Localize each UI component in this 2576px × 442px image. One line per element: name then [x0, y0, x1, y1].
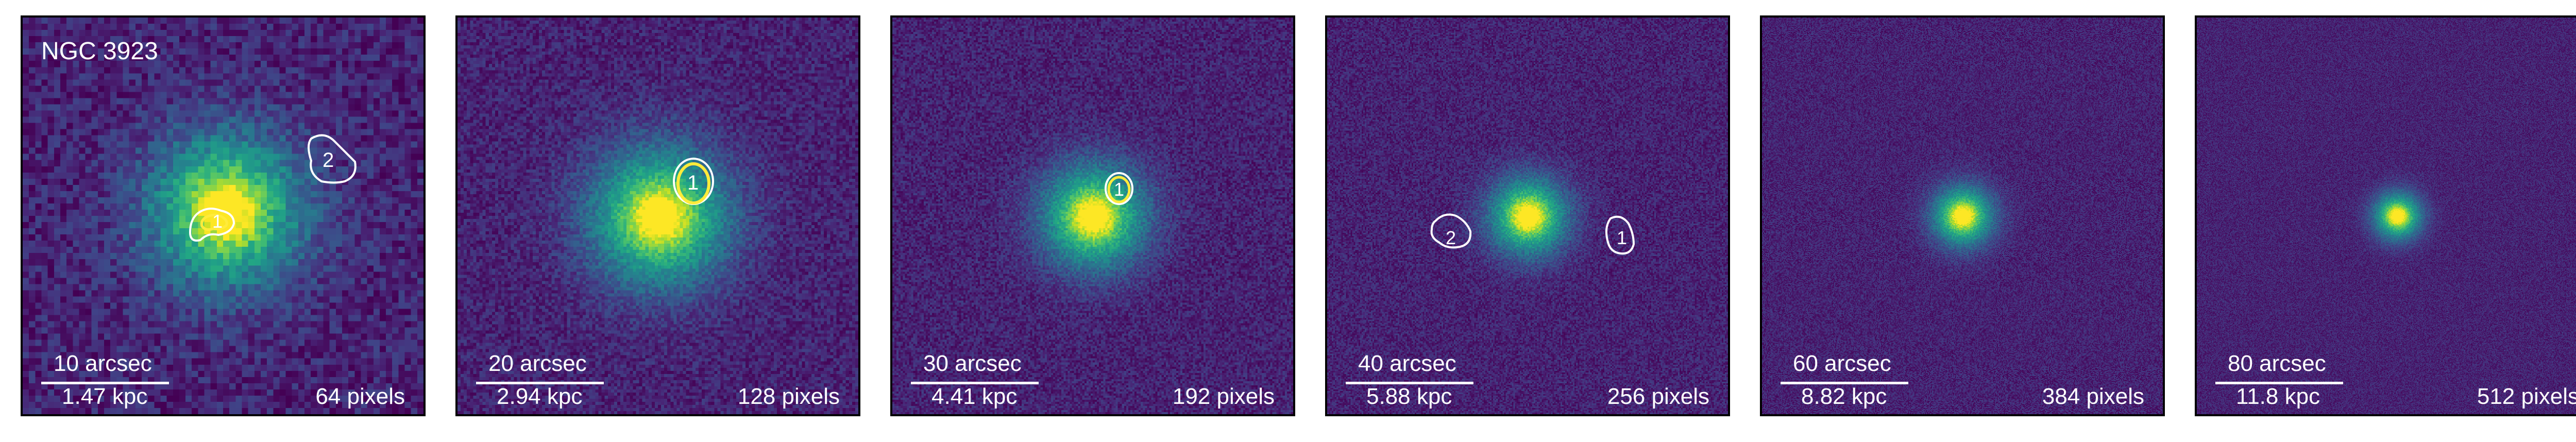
scale-kpc: 2.94 kpc [497, 384, 583, 409]
contour-region-1-inner [676, 162, 710, 205]
pixel-count: 64 pixels [315, 384, 405, 409]
scale-arcsec: 60 arcsec [1793, 351, 1891, 376]
scale-bar [911, 382, 1039, 384]
contours-panel-3: 1 [1105, 172, 1133, 205]
scale-arcsec: 80 arcsec [2228, 351, 2326, 376]
scale-bar [2215, 382, 2343, 384]
scale-arcsec: 40 arcsec [1358, 351, 1456, 376]
contour-region-1 [1605, 215, 1635, 255]
xray-image-panel-1 [23, 18, 423, 414]
pixel-count: 512 pixels [2477, 384, 2576, 409]
scale-kpc: 5.88 kpc [1366, 384, 1452, 409]
pixel-count: 192 pixels [1172, 384, 1275, 409]
scale-kpc: 11.8 kpc [2236, 384, 2320, 409]
image-panel-1: 2 1 NGC 3923 10 arcsec 1.47 kpc 64 pixel… [21, 15, 426, 416]
scale-bar [41, 382, 169, 384]
contour-region-1-inner [200, 213, 228, 231]
contours-panel-4: 2 1 [1430, 213, 1635, 255]
contour-region-1-inner [1107, 176, 1131, 203]
xray-image-panel-3 [892, 18, 1293, 414]
scale-bar [1346, 382, 1473, 384]
pixel-count: 256 pixels [1607, 384, 1709, 409]
scale-bar [476, 382, 604, 384]
scale-kpc: 1.47 kpc [62, 384, 148, 409]
scale-kpc: 8.82 kpc [1801, 384, 1887, 409]
image-panel-4: 2 1 40 arcsec 5.88 kpc 256 pixels [1325, 15, 1730, 416]
xray-image-panel-2 [457, 18, 858, 414]
xray-image-panel-5 [1762, 18, 2163, 414]
image-panel-3: 1 30 arcsec 4.41 kpc 192 pixels [890, 15, 1295, 416]
pixel-count: 128 pixels [737, 384, 840, 409]
contour-region-2 [308, 134, 357, 184]
contour-label-1: 1 [212, 211, 223, 232]
scale-arcsec: 10 arcsec [54, 351, 152, 376]
contour-label-1: 1 [687, 172, 699, 194]
xray-image-panel-4 [1327, 18, 1728, 414]
contour-region-2 [1430, 213, 1472, 249]
galaxy-name: NGC 3923 [41, 38, 158, 65]
contour-label-2: 2 [1446, 227, 1456, 248]
image-panel-2: 1 20 arcsec 2.94 kpc 128 pixels [455, 15, 860, 416]
contour-label-1: 1 [1617, 227, 1627, 248]
scale-kpc: 4.41 kpc [931, 384, 1018, 409]
scale-arcsec: 30 arcsec [923, 351, 1022, 376]
image-panel-5: 60 arcsec 8.82 kpc 384 pixels [1760, 15, 2165, 416]
xray-image-panel-6 [2197, 18, 2576, 414]
contour-region-1 [1105, 172, 1133, 205]
contours-panel-1: 2 1 [189, 134, 357, 242]
contour-label-1: 1 [1114, 179, 1124, 200]
contours-panel-2: 1 [673, 158, 714, 205]
image-panel-6: 80 arcsec 11.8 kpc 512 pixels [2195, 15, 2576, 416]
scale-arcsec: 20 arcsec [488, 351, 587, 376]
pixel-count: 384 pixels [2042, 384, 2144, 409]
contour-label-2: 2 [323, 149, 334, 172]
contour-region-1 [189, 208, 235, 242]
scale-bar [1781, 382, 1908, 384]
